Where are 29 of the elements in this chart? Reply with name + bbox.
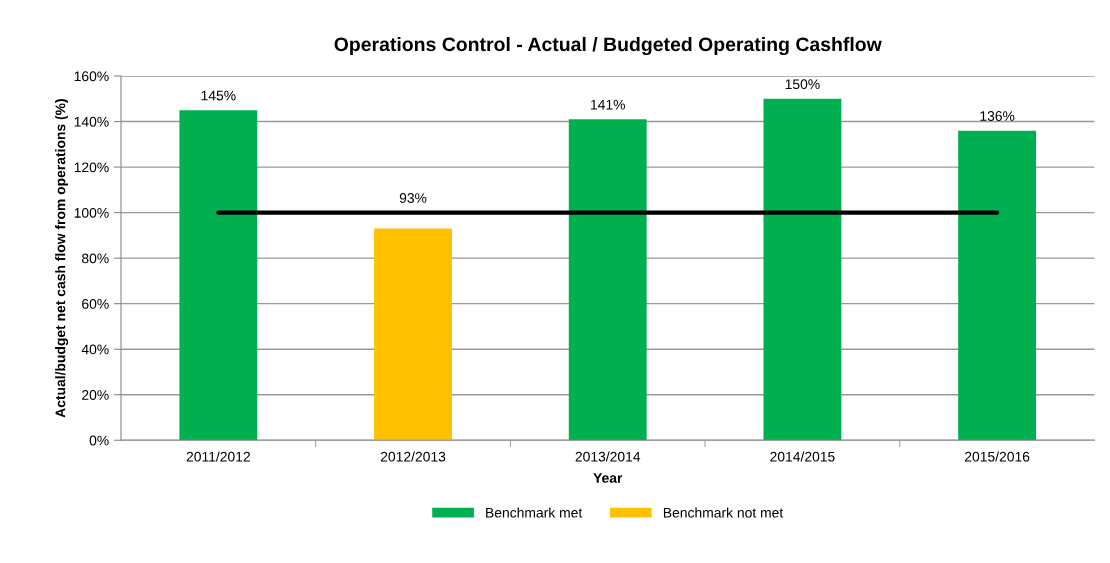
y-tick-label: 160% xyxy=(74,71,109,82)
x-axis-title: Year xyxy=(593,473,623,483)
legend-label: Benchmark not met xyxy=(663,507,784,518)
data-label: 150% xyxy=(785,79,820,90)
y-tick-label: 0% xyxy=(89,435,109,446)
bar xyxy=(958,130,1037,441)
y-axis-title: Actual/budget net cash flow from operations (%) xyxy=(55,99,69,418)
legend-label: Benchmark met xyxy=(486,507,583,518)
x-tick-label: 2013/2014 xyxy=(575,451,641,462)
chart-title: Operations Control - Actual / Budgeted Operating Cashflow xyxy=(334,36,882,56)
y-tick-label: 120% xyxy=(74,162,109,173)
y-tick-label: 140% xyxy=(74,116,109,127)
data-label: 141% xyxy=(591,99,625,110)
bar xyxy=(179,110,258,441)
data-label: 93% xyxy=(399,193,427,203)
x-tick-label: 2012/2013 xyxy=(380,451,446,462)
x-tick-label: 2014/2015 xyxy=(770,451,835,462)
x-tick-label: 2011/2012 xyxy=(186,451,250,462)
bar xyxy=(763,98,842,441)
y-tick-label: 100% xyxy=(74,207,109,218)
bar xyxy=(374,228,452,441)
y-tick-label: 20% xyxy=(82,390,109,400)
data-label: 136% xyxy=(980,111,1015,121)
data-label: 145% xyxy=(201,90,236,101)
bar xyxy=(568,119,647,441)
x-tick-label: 2015/2016 xyxy=(964,451,1030,462)
y-tick-label: 40% xyxy=(81,344,109,355)
y-tick-label: 80% xyxy=(81,253,109,264)
y-tick-label: 60% xyxy=(82,299,109,309)
